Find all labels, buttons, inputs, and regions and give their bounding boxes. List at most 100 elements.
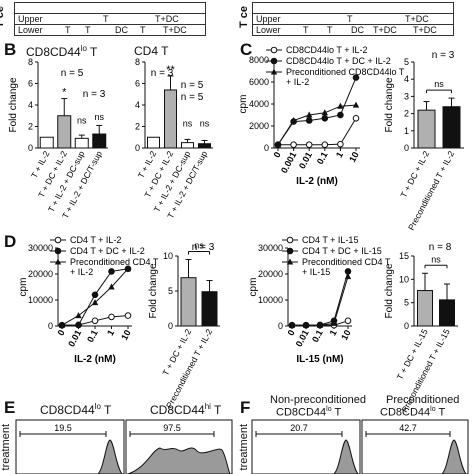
data-point-open-circle — [344, 317, 352, 325]
table-cell: T+DC — [405, 14, 429, 24]
table-cell: T — [327, 25, 333, 35]
bar — [442, 106, 461, 149]
x-tick-label: 0 — [272, 150, 283, 159]
row-label: Lower — [18, 25, 43, 35]
f-left-title-line1: Non-preconditioned — [270, 394, 367, 406]
data-point-filled-triangle — [286, 258, 294, 265]
table-row-upper: Upper T T+DC — [15, 13, 205, 24]
x-tick-label: 0 — [286, 328, 297, 337]
data-point-filled-circle — [305, 117, 313, 124]
legend-label: + IL-2 — [286, 77, 309, 87]
histogram-frame — [361, 419, 469, 474]
histogram-frame — [15, 419, 125, 474]
panel-label-e: E — [4, 398, 16, 417]
ns-label: ns — [77, 115, 87, 125]
y-axis-label: Fold change — [8, 77, 19, 132]
condition-table-left: Upper T T+DC Lower T T DC T T+DC — [14, 2, 206, 36]
y-axis-label: Fold change — [384, 77, 395, 132]
table-cell: DC — [115, 25, 128, 35]
y-tick-label: 8 — [28, 57, 33, 67]
data-point-filled-circle — [91, 291, 99, 299]
x-tick-label: 10 — [339, 328, 353, 342]
y-tick-label: 2000 — [249, 121, 269, 131]
x-tick-label: 0 — [56, 328, 67, 337]
y-tick-label: 30000 — [258, 243, 283, 253]
row-label: Upper — [18, 14, 43, 24]
legend-label: Preconditioned CD8CD44lo T — [286, 67, 405, 77]
table-cell: T+DC — [413, 25, 437, 35]
histogram-curve — [127, 447, 231, 474]
data-point-filled-triangle — [337, 102, 344, 109]
bar — [201, 291, 218, 327]
x-axis-label: IL-2 (nM) — [296, 176, 338, 187]
bar — [74, 137, 89, 149]
n-label: n = 3 — [432, 50, 455, 61]
y-axis-label: cpm — [238, 95, 249, 114]
n-label: n = 5 — [61, 68, 84, 79]
legend-label: + IL-2 — [70, 267, 93, 277]
x-tick-label: 1 — [334, 150, 345, 159]
histogram-curve — [18, 439, 123, 474]
y-tick-label: 0 — [168, 321, 173, 331]
f-treatment-label: treatment — [238, 424, 250, 471]
x-tick-label: 0.01 — [66, 328, 83, 348]
table-cell: T+DC — [163, 25, 187, 35]
data-point-open-circle — [54, 236, 62, 244]
n-label: n = 3 — [192, 242, 215, 253]
n-label: n = 5 — [181, 92, 204, 103]
x-axis-label: IL-15 (nM) — [296, 354, 343, 365]
series-line — [277, 77, 357, 145]
legend-label: Preconditioned CD4 T — [70, 257, 159, 267]
ns-label: ns — [183, 119, 193, 129]
title-text: T — [100, 403, 112, 417]
data-point-filled-triangle — [58, 321, 66, 328]
y-axis-label: cpm — [248, 278, 259, 297]
data-point-filled-triangle — [330, 319, 338, 326]
title-text: T — [331, 406, 342, 419]
y-tick-label: 1 — [404, 126, 409, 136]
title-superscript: lo — [80, 44, 87, 53]
ns-label: ns — [200, 119, 210, 129]
histogram-curve — [254, 439, 359, 474]
x-tick-label: 0.01 — [297, 150, 314, 170]
table-cell: T — [65, 25, 71, 35]
e-right-title: CD8CD44hi T — [150, 402, 221, 417]
y-tick-label: 6000 — [249, 77, 269, 87]
y-tick-label: 0 — [28, 143, 33, 153]
n-label: n = 8 — [429, 242, 452, 253]
n-label: n = 3 — [83, 89, 106, 100]
y-tick-label: 5 — [404, 57, 409, 67]
data-point-filled-triangle — [270, 68, 278, 75]
data-point-filled-triangle — [302, 321, 310, 328]
gate-percentage: 19.5 — [54, 423, 72, 433]
legend-label: CD4 T + DC + IL-2 — [70, 246, 145, 256]
ns-label: ns — [194, 241, 204, 251]
y-tick-label: 0 — [404, 321, 409, 331]
panel-label-b: B — [4, 40, 17, 59]
row-label: Upper — [256, 14, 281, 24]
title-text: CD8CD44 — [40, 403, 95, 417]
y-axis-label: cpm — [18, 278, 29, 297]
panel-label-f: F — [240, 398, 251, 417]
x-tick-label: 1 — [328, 328, 339, 337]
ns-label: ns — [431, 254, 441, 264]
y-axis-label: Fold change — [148, 263, 159, 318]
table-cell: T — [85, 25, 91, 35]
histogram-frame — [251, 419, 361, 474]
b-left-title: CD8CD44lo T — [26, 44, 97, 59]
data-point-filled-triangle — [124, 265, 132, 272]
top-table-fragment: T ce Upper T T+DC Lower T T DC T T+DC T … — [0, 0, 474, 36]
table-cell: T+DC — [373, 25, 397, 35]
bar — [39, 136, 54, 149]
y-tick-label: 5 — [404, 298, 409, 308]
legend-label: CD4 T + IL-2 — [70, 235, 121, 245]
y-tick-label: 2 — [135, 122, 140, 132]
legend-label: CD8CD44lo T + IL-2 — [286, 45, 367, 55]
x-tick-label: 10 — [347, 150, 361, 164]
series-line — [292, 271, 349, 326]
row-label: Lower — [256, 25, 281, 35]
legend-label: CD4 T + DC + IL-15 — [302, 246, 382, 256]
y-tick-label: 20000 — [258, 269, 283, 279]
bar — [198, 143, 211, 149]
bar — [92, 133, 107, 149]
